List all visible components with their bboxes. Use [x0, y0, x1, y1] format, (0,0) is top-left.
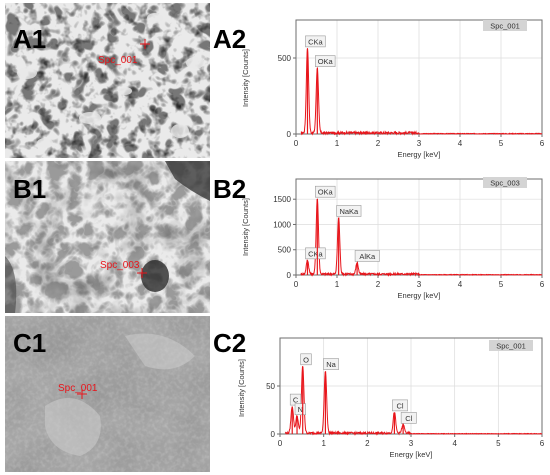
y-axis-label: Intensity [Counts]: [237, 359, 246, 417]
x-tick-label-0: 0: [294, 280, 299, 289]
y-tick-label-0: 0: [287, 130, 292, 139]
panel-label-c2: C2: [213, 328, 247, 358]
x-tick-label-1: 1: [321, 439, 326, 448]
y-tick-label-1: 500: [278, 54, 292, 63]
peak-label-3: AlKa: [359, 252, 376, 261]
y-tick-label-1: 500: [278, 246, 292, 255]
y-tick-label-2: 1000: [273, 220, 291, 229]
x-tick-label-1: 1: [335, 139, 340, 148]
peak-label-box-2: [336, 205, 362, 217]
peak-label-box-4: [392, 399, 408, 412]
x-tick-label-0: 0: [278, 439, 283, 448]
peak-label-1: N: [298, 405, 303, 414]
peak-label-3: Na: [326, 360, 336, 369]
y-tick-label-1: 50: [266, 382, 275, 391]
x-axis-label: Energy [keV]: [398, 150, 441, 159]
panel-label-b1: B1: [13, 174, 47, 204]
peak-label-box-3: [323, 358, 339, 370]
peak-label-2: O: [303, 355, 309, 364]
marker-b1: Spc_003: [100, 260, 147, 278]
x-axis-label: Energy [keV]: [398, 291, 441, 300]
x-tick-label-6: 6: [540, 280, 545, 289]
peak-label-0: C: [293, 396, 299, 405]
x-tick-label-2: 2: [376, 280, 381, 289]
panel-label-b2: B2: [213, 174, 247, 204]
panel-label-a1: A1: [13, 24, 47, 54]
peak-label-box-1: [315, 185, 336, 198]
x-tick-label-5: 5: [496, 439, 501, 448]
x-tick-label-4: 4: [458, 280, 463, 289]
x-tick-label-2: 2: [376, 139, 381, 148]
x-axis-label: Energy [keV]: [390, 450, 433, 459]
spectrum-chart-c2: 0 1 2 3 4 5 6 0 50 Energy [keV] Intensity [Counts]…: [230, 320, 548, 472]
spectrum-chart-b2: 0 1 2 3 4 5 6 0 500 1000 1500 Energy [keV] Intensity…: [230, 165, 548, 313]
peak-label-1: OKa: [318, 188, 334, 197]
x-tick-label-1: 1: [335, 280, 340, 289]
peak-label-5: Cl: [405, 414, 412, 423]
peak-label-box-0: [305, 35, 326, 48]
spectrum-name-box: [483, 177, 527, 188]
x-tick-label-2: 2: [365, 439, 370, 448]
peak-label-box-1: [294, 403, 306, 416]
peak-label-box-1: [315, 55, 336, 67]
y-axis-label: Intensity [Counts]: [241, 198, 250, 256]
peak-label-1: OKa: [318, 57, 334, 66]
x-tick-label-5: 5: [499, 280, 504, 289]
y-tick-label-0: 0: [287, 271, 292, 280]
spectrum-name: Spc_001: [496, 342, 526, 351]
peak-label-4: Cl: [396, 401, 403, 410]
peak-label-2: NaKa: [339, 207, 359, 216]
x-tick-label-6: 6: [540, 139, 545, 148]
x-tick-label-5: 5: [499, 139, 504, 148]
x-tick-label-4: 4: [452, 439, 457, 448]
y-tick-label-0: 0: [271, 430, 276, 439]
spectrum-name-box: [483, 20, 527, 31]
sem-image-b1: [5, 161, 210, 313]
x-tick-label-3: 3: [417, 280, 422, 289]
marker-label-a1: Spc_001: [98, 55, 138, 66]
marker-a1: Spc_001: [98, 39, 150, 66]
spectrum-line: [300, 198, 543, 277]
spectrum-svg-b2: 0 1 2 3 4 5 6 0 500 1000 1500 Energy [keV] Intensity…: [241, 177, 545, 300]
peak-label-0: CKa: [308, 37, 323, 46]
spectrum-chart-a2: 0 1 2 3 4 5 6 0 500 Energy [keV] Intensity [Counts…: [230, 8, 548, 159]
x-tick-label-3: 3: [409, 439, 414, 448]
sem-image-a1: [5, 3, 210, 158]
spectrum-line: [300, 48, 543, 136]
panel-label-a2: A2: [213, 24, 247, 54]
peak-label-box-5: [400, 412, 417, 424]
marker-label-b1: Spc_003: [100, 260, 140, 271]
peak-label-box-3: [354, 250, 380, 262]
spectrum-svg-c2: 0 1 2 3 4 5 6 0 50 Energy [keV] Intensity [Counts]…: [237, 337, 545, 459]
marker-c1: Spc_001: [58, 383, 98, 399]
spectrum-line: [284, 365, 543, 436]
spectrum-name-box: [489, 340, 533, 351]
sem-texture-a1: [5, 3, 210, 158]
y-tick-label-3: 1500: [273, 195, 291, 204]
x-tick-label-0: 0: [294, 139, 299, 148]
x-tick-label-3: 3: [417, 139, 422, 148]
spectrum-svg-a2: 0 1 2 3 4 5 6 0 500 Energy [keV] Intensity [Counts…: [241, 19, 545, 159]
x-tick-label-4: 4: [458, 139, 463, 148]
marker-label-c1: Spc_001: [58, 383, 98, 394]
panel-label-c1: C1: [13, 328, 47, 358]
peak-label-0: CKa: [308, 249, 323, 258]
peak-label-box-0: [305, 247, 326, 260]
sem-texture-b1: [5, 161, 210, 313]
spectrum-name: Spc_003: [490, 179, 520, 188]
y-axis-label: Intensity [Counts]: [241, 49, 250, 107]
peak-label-box-2: [300, 353, 312, 366]
spectrum-name: Spc_001: [490, 22, 520, 31]
sem-texture-c1: [5, 316, 210, 472]
x-tick-label-6: 6: [540, 439, 545, 448]
sem-image-c1: [5, 316, 210, 472]
